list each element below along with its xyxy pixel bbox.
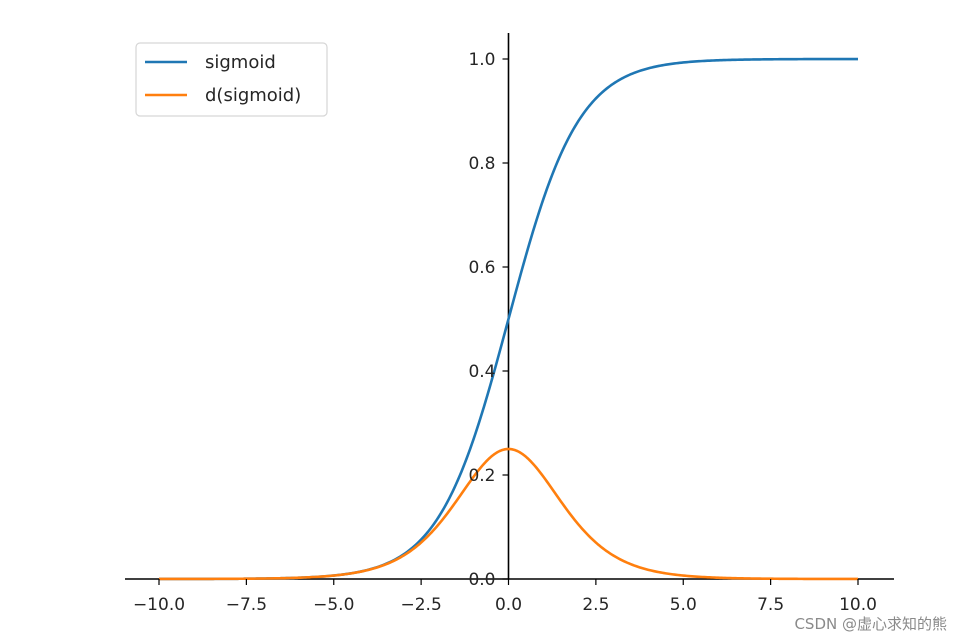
ticks-layer: −10.0 −7.5 −5.0 −2.5 0.0 2.5 5.0 7.5 10.0 0.0 0.2 0… <box>133 50 877 615</box>
x-tick-label: 0.0 <box>495 595 522 615</box>
y-tick-label: 0.6 <box>468 258 495 278</box>
x-tick-label: 5.0 <box>670 595 697 615</box>
watermark: CSDN @虚心求知的熊 <box>794 615 947 633</box>
y-tick-label: 0.4 <box>468 362 495 382</box>
series-layer <box>159 57 858 581</box>
legend-label: d(sigmoid) <box>205 85 301 106</box>
x-tick-label: 2.5 <box>582 595 609 615</box>
x-tick-label: −2.5 <box>400 595 441 615</box>
series-line-d-sigmoid <box>159 447 858 581</box>
x-tick-label: 10.0 <box>839 595 877 615</box>
y-tick-label: 0.8 <box>468 154 495 174</box>
y-tick-label: 1.0 <box>468 50 495 70</box>
x-tick-label: 7.5 <box>757 595 784 615</box>
x-tick-label: −10.0 <box>133 595 185 615</box>
legend-label: sigmoid <box>205 52 276 73</box>
legend: sigmoid d(sigmoid) <box>135 42 328 117</box>
x-tick-label: −7.5 <box>226 595 267 615</box>
x-tick-label: −5.0 <box>313 595 354 615</box>
y-tick-label: 0.0 <box>468 570 495 590</box>
y-tick-label: 0.2 <box>468 466 495 486</box>
